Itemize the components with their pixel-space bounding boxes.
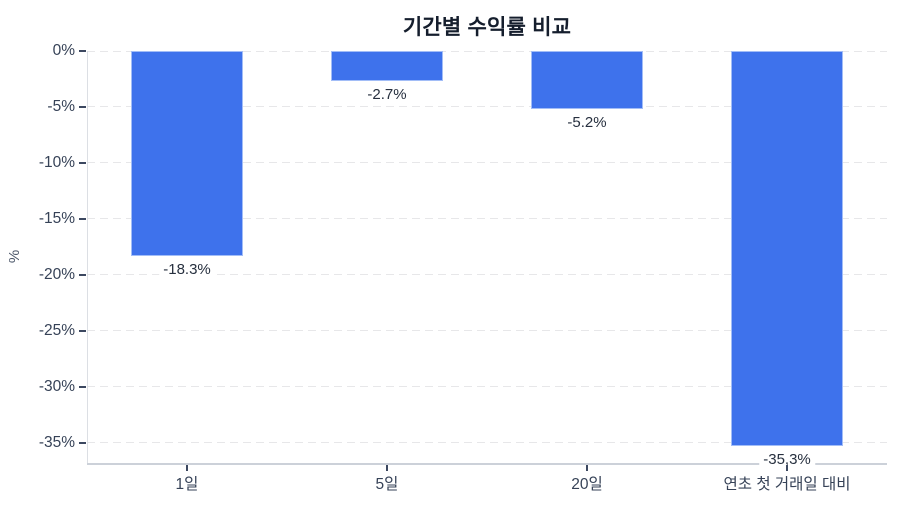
bar-value-label: -18.3% <box>159 260 215 279</box>
x-axis-line <box>87 463 887 465</box>
y-axis-tick <box>79 441 86 444</box>
y-tick-label: -25% <box>38 321 75 339</box>
bar[interactable] <box>731 51 843 446</box>
x-axis-tick <box>186 465 188 471</box>
y-tick-label: -30% <box>38 377 75 395</box>
bar[interactable] <box>531 51 643 109</box>
y-axis-tick <box>79 329 86 332</box>
gridline <box>87 50 887 52</box>
x-axis-tick <box>786 465 788 471</box>
y-tick-label: -10% <box>38 153 75 171</box>
y-axis-title: % <box>6 249 24 264</box>
y-tick-label: 0% <box>52 42 75 59</box>
y-axis-line <box>87 51 88 464</box>
y-axis-tick <box>79 273 86 276</box>
chart-title: 기간별 수익률 비교 <box>402 16 572 39</box>
y-tick-label: -35% <box>38 433 75 451</box>
y-axis-tick <box>79 217 86 220</box>
bar[interactable] <box>331 51 443 81</box>
y-axis-tick <box>79 50 86 52</box>
gridline <box>87 162 887 164</box>
gridline <box>87 274 887 276</box>
x-tick-label: 연초 첫 거래일 대비 <box>723 476 851 493</box>
bar[interactable] <box>131 51 243 256</box>
x-tick-label: 20일 <box>571 476 603 493</box>
bar-value-label: -2.7% <box>363 86 411 105</box>
bar-value-label: -35,3% <box>759 451 815 470</box>
y-tick-label: -20% <box>38 265 75 283</box>
gridline <box>87 442 887 444</box>
gridline <box>87 330 887 332</box>
y-axis-tick <box>79 385 86 388</box>
gridline <box>87 106 887 108</box>
y-tick-label: -5% <box>47 97 75 115</box>
x-tick-label: 1일 <box>175 476 199 493</box>
plot-area <box>87 50 887 464</box>
x-axis-tick <box>586 465 588 471</box>
gridline <box>87 218 887 220</box>
x-tick-label: 5일 <box>375 476 399 493</box>
y-tick-label: -15% <box>38 209 75 227</box>
bar-value-label: -5.2% <box>563 114 611 133</box>
x-axis-tick <box>386 465 388 471</box>
y-axis-tick <box>79 161 86 164</box>
y-axis-tick <box>79 105 86 108</box>
gridline <box>87 386 887 388</box>
